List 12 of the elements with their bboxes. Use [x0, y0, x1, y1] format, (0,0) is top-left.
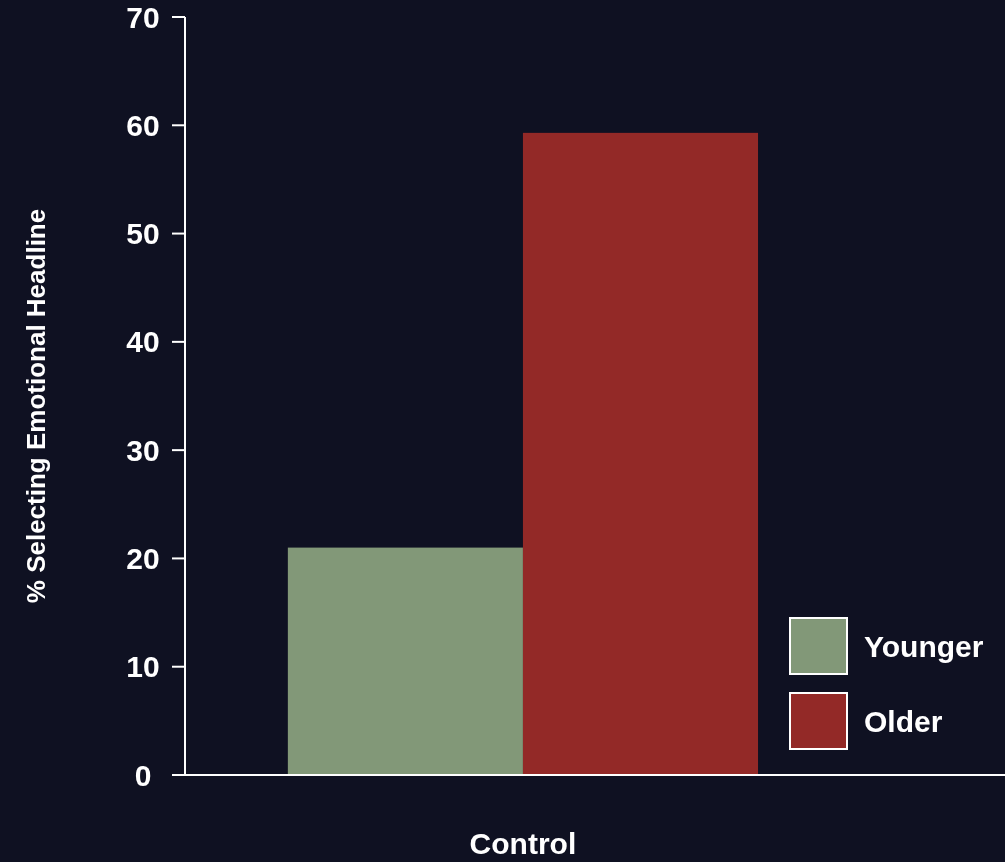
y-tick-label: 40 [126, 325, 160, 359]
y-tick-label: 20 [126, 541, 160, 575]
y-tick-label: 30 [126, 433, 160, 467]
y-tick-label: 60 [126, 108, 160, 142]
legend-label: Older [864, 704, 943, 738]
y-tick-label: 70 [126, 0, 160, 34]
y-tick-label: 0 [134, 758, 152, 792]
y-axis-title: % Selecting Emotional Headline [21, 208, 52, 604]
y-tick-label: 10 [126, 650, 160, 684]
x-tick-label: Control [469, 826, 577, 860]
y-tick-label: 50 [126, 217, 160, 251]
legend-label: Younger [864, 629, 984, 663]
